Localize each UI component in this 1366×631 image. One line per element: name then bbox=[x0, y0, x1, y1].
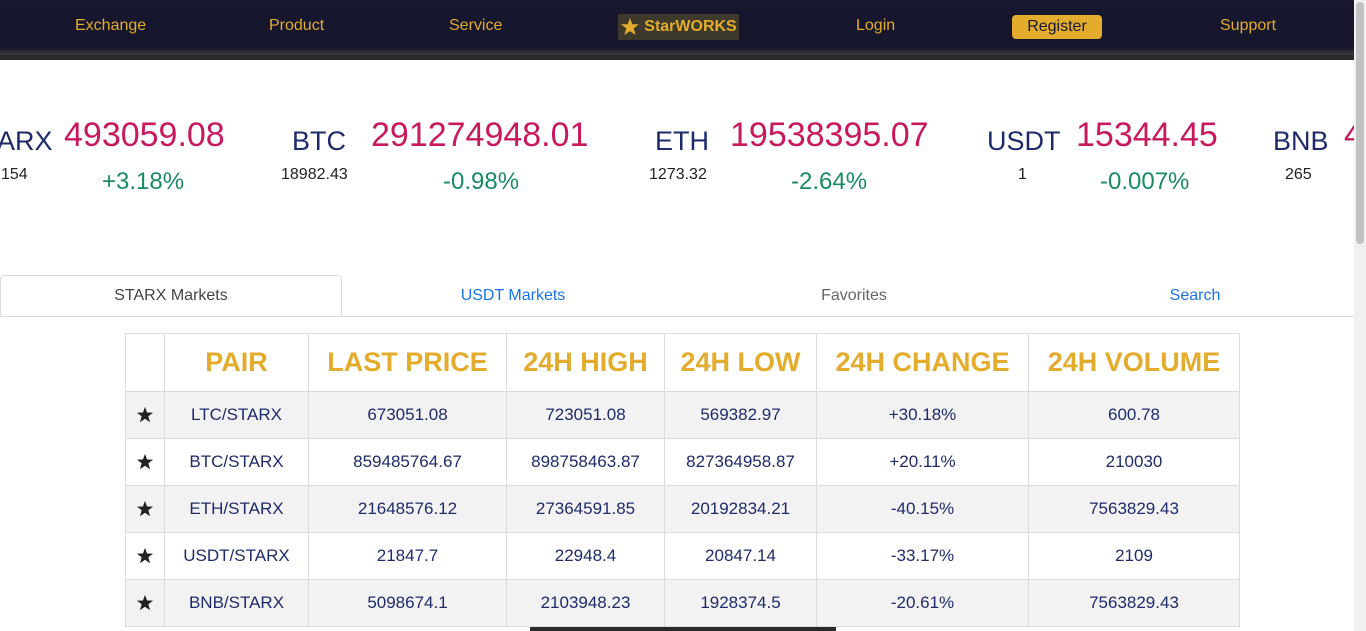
ticker-change: -0.98% bbox=[443, 168, 520, 195]
table-header-row: PAIR LAST PRICE 24H HIGH 24H LOW 24H CHA… bbox=[125, 333, 1240, 392]
page-scrollbar[interactable] bbox=[1354, 0, 1366, 631]
high-cell: 723051.08 bbox=[506, 391, 665, 439]
low-cell: 20192834.21 bbox=[664, 485, 817, 533]
favorite-column-header bbox=[125, 333, 165, 392]
register-button[interactable]: Register bbox=[1012, 15, 1102, 39]
ticker-symbol: ETH bbox=[655, 126, 709, 156]
favorite-cell[interactable] bbox=[125, 438, 165, 486]
pair-cell[interactable]: BNB/STARX bbox=[164, 579, 309, 627]
column-header-24h-high[interactable]: 24H HIGH bbox=[506, 333, 665, 392]
volume-cell: 7563829.43 bbox=[1028, 579, 1240, 627]
ticker-price: 15344.45 bbox=[1076, 116, 1218, 154]
ticker-change: -0.007% bbox=[1100, 168, 1190, 195]
change-cell: +30.18% bbox=[816, 391, 1029, 439]
star-icon[interactable] bbox=[136, 594, 154, 612]
table-row[interactable]: BTC/STARX 859485764.67 898758463.87 8273… bbox=[125, 438, 1240, 486]
star-logo-icon bbox=[621, 18, 640, 35]
column-header-24h-change[interactable]: 24H CHANGE bbox=[816, 333, 1029, 392]
tab-search[interactable]: Search bbox=[1169, 286, 1221, 304]
star-icon[interactable] bbox=[136, 453, 154, 471]
last-price-cell: 859485764.67 bbox=[308, 438, 507, 486]
column-header-pair[interactable]: PAIR bbox=[164, 333, 309, 392]
nav-product-link[interactable]: Product bbox=[269, 17, 325, 34]
favorite-cell[interactable] bbox=[125, 532, 165, 580]
price-ticker: ARX 493059.08 154 +3.18% BTC 291274948.0… bbox=[0, 60, 1354, 260]
ticker-change: -2.64% bbox=[791, 168, 868, 195]
ticker-sub-value: 1273.32 bbox=[649, 166, 707, 183]
high-cell: 22948.4 bbox=[506, 532, 665, 580]
low-cell: 569382.97 bbox=[664, 391, 817, 439]
tab-usdt-markets[interactable]: USDT Markets bbox=[460, 286, 566, 304]
favorite-cell[interactable] bbox=[125, 391, 165, 439]
brand-logo[interactable]: StarWORKS bbox=[618, 14, 739, 40]
column-header-last-price[interactable]: LAST PRICE bbox=[308, 333, 507, 392]
pair-cell[interactable]: USDT/STARX bbox=[164, 532, 309, 580]
nav-exchange-link[interactable]: Exchange bbox=[75, 17, 147, 34]
pair-cell[interactable]: LTC/STARX bbox=[164, 391, 309, 439]
high-cell: 898758463.87 bbox=[506, 438, 665, 486]
high-cell: 2103948.23 bbox=[506, 579, 665, 627]
bottom-overlay-bar bbox=[530, 627, 836, 631]
column-header-24h-low[interactable]: 24H LOW bbox=[664, 333, 817, 392]
favorite-cell[interactable] bbox=[125, 579, 165, 627]
ticker-price: 19538395.07 bbox=[730, 116, 929, 154]
ticker-sub-value: 265 bbox=[1285, 166, 1312, 183]
table-row[interactable]: LTC/STARX 673051.08 723051.08 569382.97 … bbox=[125, 391, 1240, 439]
volume-cell: 2109 bbox=[1028, 532, 1240, 580]
ticker-sub-value: 1 bbox=[1018, 166, 1027, 183]
ticker-symbol: USDT bbox=[987, 126, 1061, 156]
low-cell: 1928374.5 bbox=[664, 579, 817, 627]
nav-service-link[interactable]: Service bbox=[449, 17, 503, 34]
ticker-sub-value: 18982.43 bbox=[281, 166, 348, 183]
favorite-cell[interactable] bbox=[125, 485, 165, 533]
table-row[interactable]: USDT/STARX 21847.7 22948.4 20847.14 -33.… bbox=[125, 532, 1240, 580]
tab-favorites[interactable]: Favorites bbox=[821, 286, 887, 304]
volume-cell: 7563829.43 bbox=[1028, 485, 1240, 533]
ticker-symbol: BNB bbox=[1273, 126, 1329, 156]
ticker-change: +3.18% bbox=[102, 168, 185, 195]
ticker-price: 4 bbox=[1344, 116, 1354, 154]
nav-login-link[interactable]: Login bbox=[856, 17, 896, 34]
ticker-price: 291274948.01 bbox=[371, 116, 589, 154]
column-header-24h-volume[interactable]: 24H VOLUME bbox=[1028, 333, 1240, 392]
change-cell: -40.15% bbox=[816, 485, 1029, 533]
low-cell: 20847.14 bbox=[664, 532, 817, 580]
volume-cell: 210030 bbox=[1028, 438, 1240, 486]
last-price-cell: 21847.7 bbox=[308, 532, 507, 580]
top-navigation: Exchange Product Service StarWORKS Login… bbox=[0, 0, 1354, 60]
ticker-price: 493059.08 bbox=[64, 116, 225, 154]
ticker-symbol: ARX bbox=[0, 126, 53, 156]
market-tabs: STARX Markets USDT Markets Favorites Sea… bbox=[0, 275, 1354, 317]
change-cell: +20.11% bbox=[816, 438, 1029, 486]
pair-cell[interactable]: BTC/STARX bbox=[164, 438, 309, 486]
table-row[interactable]: ETH/STARX 21648576.12 27364591.85 201928… bbox=[125, 485, 1240, 533]
pair-cell[interactable]: ETH/STARX bbox=[164, 485, 309, 533]
last-price-cell: 21648576.12 bbox=[308, 485, 507, 533]
ticker-sub-value: 154 bbox=[1, 166, 28, 183]
last-price-cell: 673051.08 bbox=[308, 391, 507, 439]
tab-starx-markets[interactable]: STARX Markets bbox=[0, 275, 342, 316]
high-cell: 27364591.85 bbox=[506, 485, 665, 533]
table-row[interactable]: BNB/STARX 5098674.1 2103948.23 1928374.5… bbox=[125, 579, 1240, 627]
last-price-cell: 5098674.1 bbox=[308, 579, 507, 627]
change-cell: -20.61% bbox=[816, 579, 1029, 627]
star-icon[interactable] bbox=[136, 547, 154, 565]
brand-name: StarWORKS bbox=[644, 18, 737, 35]
star-icon[interactable] bbox=[136, 406, 154, 424]
change-cell: -33.17% bbox=[816, 532, 1029, 580]
markets-table: PAIR LAST PRICE 24H HIGH 24H LOW 24H CHA… bbox=[125, 333, 1240, 627]
star-icon[interactable] bbox=[136, 500, 154, 518]
nav-support-link[interactable]: Support bbox=[1220, 17, 1277, 34]
volume-cell: 600.78 bbox=[1028, 391, 1240, 439]
low-cell: 827364958.87 bbox=[664, 438, 817, 486]
ticker-symbol: BTC bbox=[292, 126, 346, 156]
scrollbar-thumb[interactable] bbox=[1356, 2, 1364, 244]
